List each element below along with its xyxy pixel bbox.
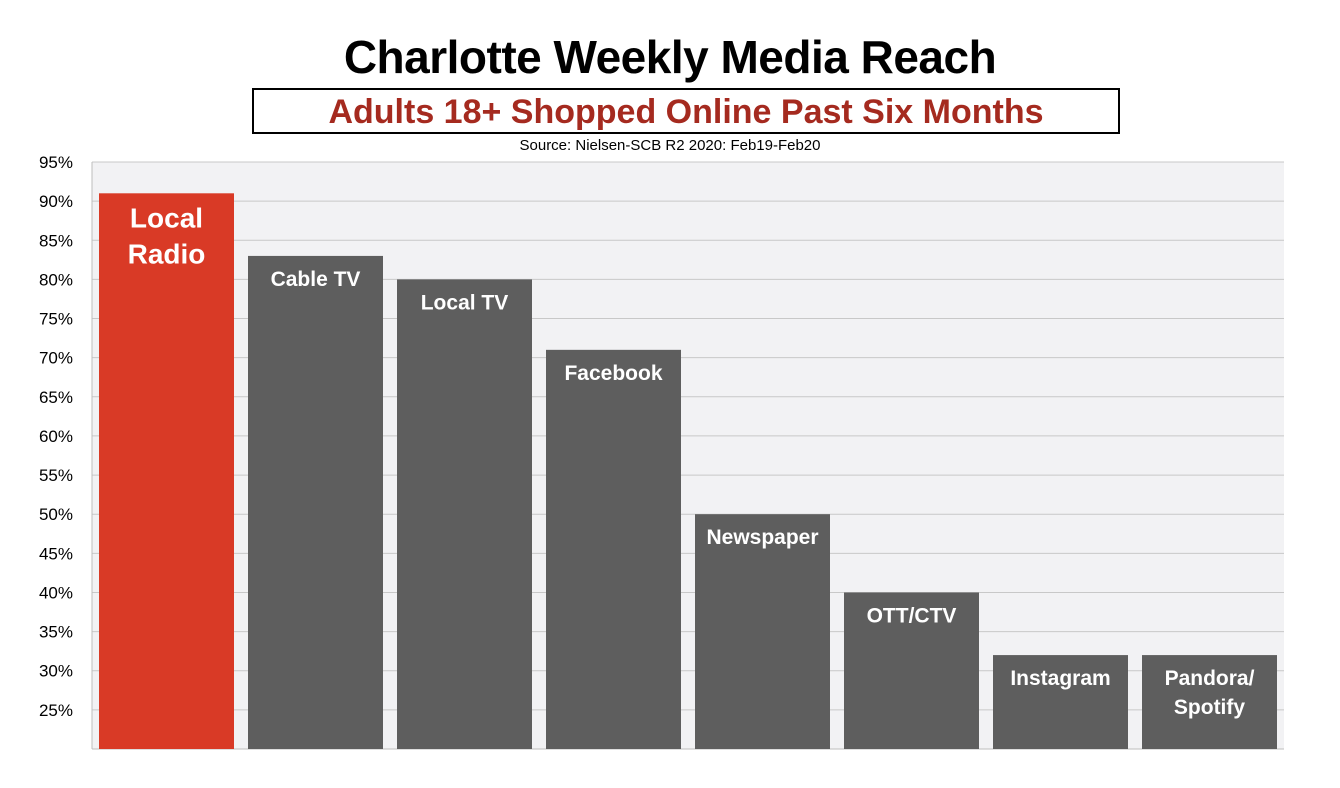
bar-category-label: Facebook bbox=[564, 362, 662, 385]
bar-category-label: Spotify bbox=[1174, 696, 1245, 719]
y-tick-label: 65% bbox=[39, 388, 73, 407]
chart-subtitle: Adults 18+ Shopped Online Past Six Month… bbox=[328, 93, 1044, 131]
chart-subtitle-box: Adults 18+ Shopped Online Past Six Month… bbox=[252, 88, 1120, 134]
bar-category-label: Instagram bbox=[1010, 667, 1110, 690]
bar bbox=[695, 514, 830, 749]
bar bbox=[546, 349, 681, 749]
bar-category-label: Newspaper bbox=[706, 526, 818, 549]
bar bbox=[993, 655, 1128, 749]
y-tick-label: 30% bbox=[39, 662, 73, 681]
y-tick-label: 85% bbox=[39, 231, 73, 250]
y-tick-label: 90% bbox=[39, 192, 73, 211]
y-tick-label: 50% bbox=[39, 505, 73, 524]
bar bbox=[1142, 655, 1277, 749]
bar bbox=[844, 592, 979, 749]
y-tick-label: 75% bbox=[39, 310, 73, 329]
chart-title: Charlotte Weekly Media Reach bbox=[343, 31, 997, 83]
bar-category-label: Local bbox=[130, 202, 203, 233]
y-tick-label: 40% bbox=[39, 583, 73, 602]
y-tick-label: 45% bbox=[39, 544, 73, 563]
bar bbox=[397, 279, 532, 749]
y-tick-label: 60% bbox=[39, 427, 73, 446]
y-tick-label: 25% bbox=[39, 701, 73, 720]
bar bbox=[99, 193, 234, 750]
bar bbox=[248, 255, 383, 750]
bar-category-label: Radio bbox=[128, 238, 206, 269]
y-tick-label: 70% bbox=[39, 349, 73, 368]
bar-category-label: Pandora/ bbox=[1165, 667, 1255, 690]
bar-category-label: Cable TV bbox=[271, 268, 361, 291]
y-tick-label: 80% bbox=[39, 270, 73, 289]
bar-category-label: Local TV bbox=[421, 291, 509, 314]
y-tick-label: 35% bbox=[39, 623, 73, 642]
y-tick-label: 55% bbox=[39, 466, 73, 485]
chart-source: Source: Nielsen-SCB R2 2020: Feb19-Feb20 bbox=[519, 137, 821, 154]
bar-category-label: OTT/CTV bbox=[867, 604, 957, 627]
y-tick-label: 95% bbox=[39, 153, 73, 172]
